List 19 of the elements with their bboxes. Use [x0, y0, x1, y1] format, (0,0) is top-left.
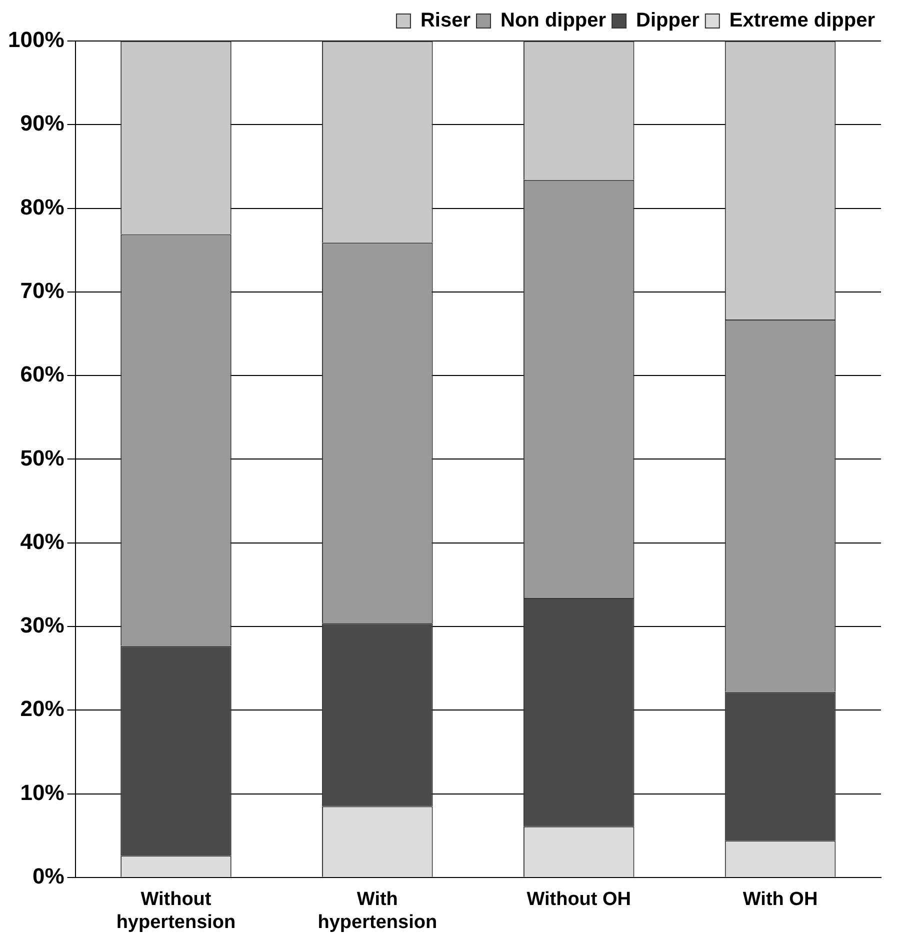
y-tick-label: 90%: [20, 110, 64, 136]
y-tick-label: 50%: [20, 445, 64, 470]
legend-label: Non dipper: [500, 10, 606, 32]
x-tick-label: Without hypertension: [116, 889, 236, 933]
legend-label: Extreme dipper: [729, 10, 876, 32]
y-tick-label: 100%: [8, 27, 64, 52]
y-tick-label: 60%: [20, 362, 64, 387]
y-tick-label: 30%: [20, 612, 64, 638]
x-tick-label: With hypertension: [318, 889, 438, 933]
y-tick-label: 80%: [20, 194, 64, 220]
y-tick-label: 20%: [20, 696, 64, 722]
x-tick-label: With OH: [742, 889, 818, 910]
x-tick-label: Without OH: [526, 889, 631, 910]
y-tick-label: 70%: [20, 278, 64, 303]
y-tick-label: 40%: [20, 528, 64, 554]
y-tick-label: 0%: [32, 863, 64, 888]
y-tick-label: 10%: [20, 780, 64, 805]
legend-label: Riser: [420, 10, 471, 32]
legend-label: Dipper: [636, 10, 700, 32]
